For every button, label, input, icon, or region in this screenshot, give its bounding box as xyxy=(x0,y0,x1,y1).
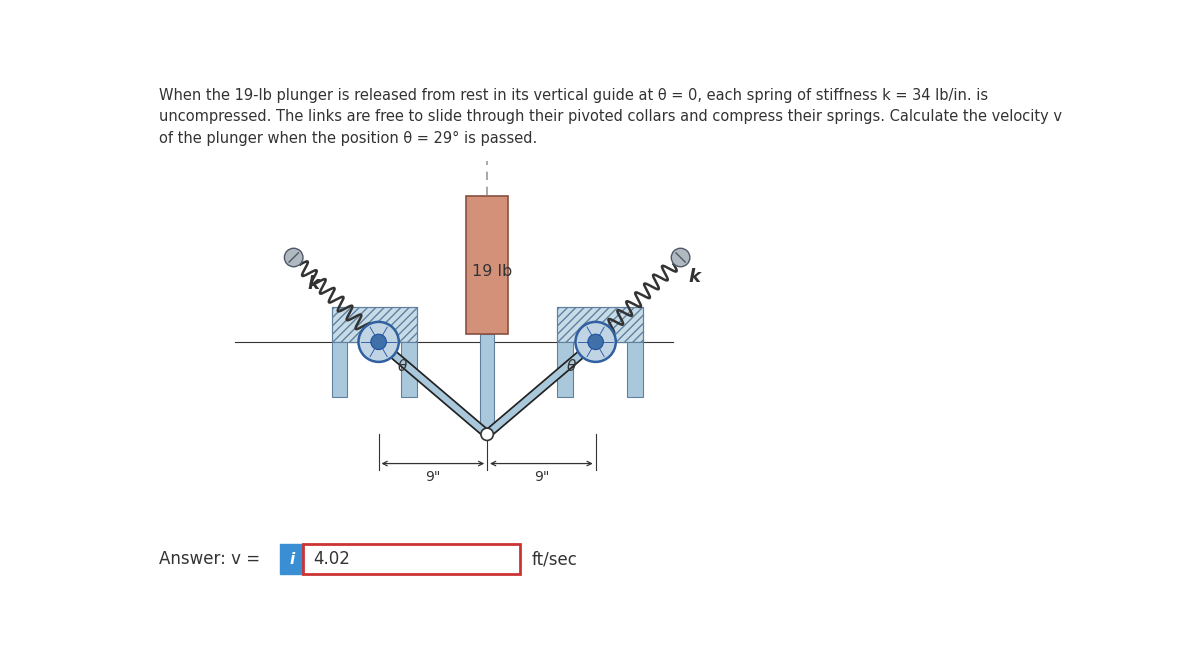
Circle shape xyxy=(588,334,604,350)
Text: k: k xyxy=(307,276,319,293)
Bar xyxy=(557,342,572,397)
Circle shape xyxy=(671,249,690,267)
Text: k: k xyxy=(689,268,701,286)
Circle shape xyxy=(284,249,302,267)
Text: When the 19-lb plunger is released from rest in its vertical guide at θ = 0, eac: When the 19-lb plunger is released from … xyxy=(160,88,1062,146)
Circle shape xyxy=(481,428,493,440)
FancyBboxPatch shape xyxy=(304,545,521,574)
Bar xyxy=(628,342,642,397)
Bar xyxy=(402,342,416,397)
Bar xyxy=(466,196,509,334)
Text: Answer: v =: Answer: v = xyxy=(160,550,260,568)
Circle shape xyxy=(576,322,616,362)
Text: θ: θ xyxy=(566,359,576,374)
Bar xyxy=(480,334,494,428)
Circle shape xyxy=(371,334,386,350)
Circle shape xyxy=(359,322,398,362)
Text: 9": 9" xyxy=(425,470,440,484)
Text: ft/sec: ft/sec xyxy=(532,550,578,568)
Text: 4.02: 4.02 xyxy=(313,550,349,568)
Bar xyxy=(557,307,642,342)
Text: θ: θ xyxy=(398,359,407,374)
Text: 19 lb: 19 lb xyxy=(472,264,512,280)
Text: 9": 9" xyxy=(534,470,550,484)
Text: i: i xyxy=(289,551,294,566)
Bar xyxy=(331,342,347,397)
Bar xyxy=(557,307,642,342)
Bar xyxy=(331,307,416,342)
FancyBboxPatch shape xyxy=(281,545,304,574)
Bar xyxy=(331,307,416,342)
